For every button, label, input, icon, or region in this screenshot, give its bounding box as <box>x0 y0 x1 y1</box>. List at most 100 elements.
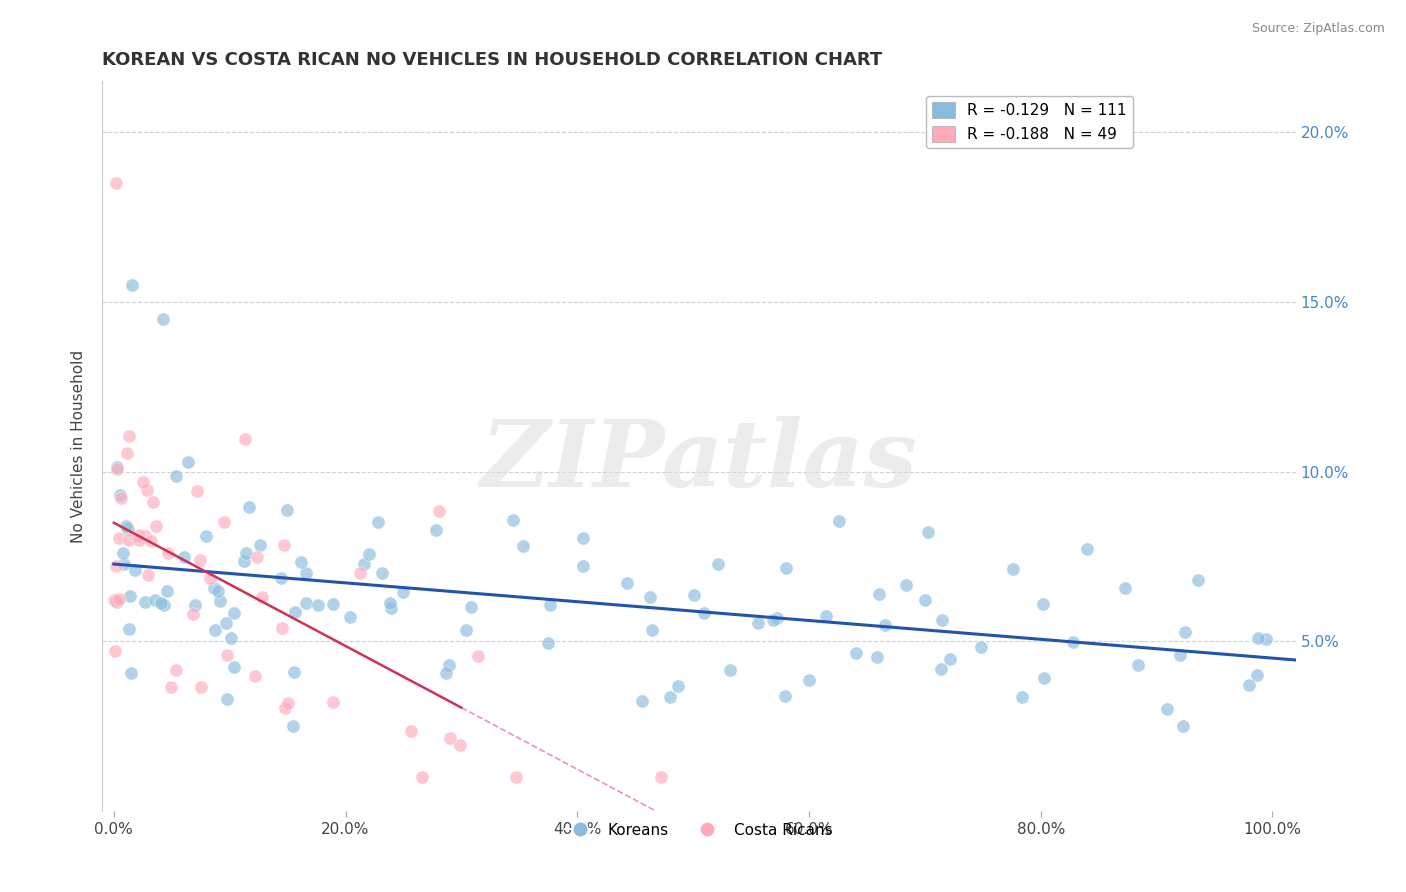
Point <box>224 606 246 620</box>
Point <box>449 739 471 753</box>
Point <box>650 770 672 784</box>
Point <box>273 538 295 552</box>
Point <box>139 533 162 548</box>
Point <box>538 598 561 612</box>
Point <box>270 571 292 585</box>
Point <box>160 680 183 694</box>
Point <box>392 585 415 599</box>
Point <box>105 176 128 190</box>
Point <box>1076 542 1098 557</box>
Point <box>456 623 478 637</box>
Y-axis label: No Vehicles in Household: No Vehicles in Household <box>72 350 86 543</box>
Point <box>118 622 141 636</box>
Point <box>238 500 260 515</box>
Point <box>273 701 295 715</box>
Point <box>762 613 785 627</box>
Point <box>411 770 433 784</box>
Point <box>105 594 128 608</box>
Point <box>276 503 298 517</box>
Point <box>914 592 936 607</box>
Point <box>219 631 242 645</box>
Point <box>875 617 897 632</box>
Point <box>536 636 558 650</box>
Point <box>214 515 236 529</box>
Point <box>814 609 837 624</box>
Point <box>271 621 294 635</box>
Point <box>209 593 232 607</box>
Point <box>117 428 139 442</box>
Point <box>1011 690 1033 704</box>
Point <box>896 578 918 592</box>
Point <box>105 460 128 475</box>
Point <box>437 657 460 672</box>
Point <box>249 538 271 552</box>
Point <box>294 596 316 610</box>
Point <box>1032 598 1054 612</box>
Point <box>512 540 534 554</box>
Point <box>110 491 132 505</box>
Point <box>186 484 208 499</box>
Point <box>156 546 179 560</box>
Point <box>353 557 375 571</box>
Point <box>222 660 245 674</box>
Point <box>173 550 195 565</box>
Point <box>295 566 318 580</box>
Point <box>108 591 131 606</box>
Point <box>233 432 256 446</box>
Point <box>128 533 150 547</box>
Point <box>202 581 225 595</box>
Point <box>572 531 595 545</box>
Point <box>215 692 238 706</box>
Point <box>322 695 344 709</box>
Point <box>939 652 962 666</box>
Point <box>380 596 402 610</box>
Point <box>339 610 361 624</box>
Point <box>1033 671 1056 685</box>
Point <box>190 681 212 695</box>
Point <box>181 607 204 621</box>
Point <box>204 624 226 638</box>
Point <box>232 554 254 568</box>
Point <box>152 312 174 326</box>
Point <box>149 596 172 610</box>
Point <box>136 567 159 582</box>
Point <box>115 519 138 533</box>
Point <box>281 719 304 733</box>
Point <box>104 644 127 658</box>
Point <box>367 515 389 529</box>
Point <box>845 646 868 660</box>
Point <box>1173 719 1195 733</box>
Point <box>198 570 221 584</box>
Point <box>1001 562 1024 576</box>
Point <box>105 559 128 574</box>
Point <box>638 590 661 604</box>
Point <box>747 615 769 630</box>
Point <box>112 546 135 560</box>
Point <box>765 610 787 624</box>
Point <box>124 563 146 577</box>
Point <box>659 690 682 705</box>
Point <box>115 446 138 460</box>
Point <box>184 599 207 613</box>
Point <box>145 592 167 607</box>
Point <box>773 689 796 703</box>
Point <box>284 606 307 620</box>
Point <box>1168 648 1191 662</box>
Point <box>467 649 489 664</box>
Point <box>215 648 238 662</box>
Point <box>439 731 461 745</box>
Point <box>718 663 741 677</box>
Point <box>434 666 457 681</box>
Point <box>1246 631 1268 645</box>
Point <box>775 561 797 575</box>
Point <box>641 624 664 638</box>
Point <box>380 601 402 615</box>
Point <box>145 519 167 533</box>
Point <box>142 495 165 509</box>
Point <box>1062 634 1084 648</box>
Point <box>214 616 236 631</box>
Point <box>108 531 131 545</box>
Point <box>1254 632 1277 646</box>
Point <box>120 666 142 681</box>
Point <box>207 583 229 598</box>
